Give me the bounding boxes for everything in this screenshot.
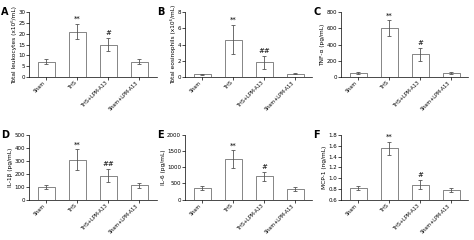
- Bar: [256, 176, 273, 200]
- Y-axis label: TNF-α (pg/mL): TNF-α (pg/mL): [320, 23, 325, 66]
- Text: A: A: [1, 7, 9, 17]
- Text: E: E: [157, 130, 164, 140]
- Bar: [131, 185, 148, 200]
- Bar: [287, 74, 304, 77]
- Text: C: C: [313, 7, 320, 17]
- Text: **: **: [386, 12, 392, 18]
- Bar: [38, 187, 55, 200]
- Bar: [69, 160, 86, 200]
- Bar: [100, 45, 117, 77]
- Text: ##: ##: [258, 48, 270, 54]
- Bar: [194, 188, 211, 200]
- Text: **: **: [74, 141, 81, 147]
- Y-axis label: MCP-1 (ng/mL): MCP-1 (ng/mL): [322, 146, 327, 189]
- Text: #: #: [106, 30, 111, 36]
- Text: F: F: [313, 130, 320, 140]
- Bar: [350, 73, 367, 77]
- Text: D: D: [1, 130, 9, 140]
- Bar: [225, 40, 242, 77]
- Y-axis label: Total eosinophils (x10⁶/mL): Total eosinophils (x10⁶/mL): [170, 5, 176, 84]
- Bar: [381, 28, 398, 77]
- Bar: [131, 62, 148, 77]
- Bar: [412, 185, 429, 232]
- Text: **: **: [230, 17, 237, 23]
- Text: #: #: [418, 172, 423, 178]
- Text: ##: ##: [102, 161, 114, 167]
- Bar: [287, 189, 304, 200]
- Text: **: **: [74, 16, 81, 22]
- Y-axis label: IL-6 (pg/mL): IL-6 (pg/mL): [161, 150, 166, 185]
- Text: B: B: [157, 7, 164, 17]
- Bar: [38, 62, 55, 77]
- Bar: [412, 54, 429, 77]
- Bar: [225, 159, 242, 200]
- Text: #: #: [262, 164, 267, 170]
- Bar: [350, 188, 367, 232]
- Bar: [381, 149, 398, 232]
- Bar: [69, 32, 86, 77]
- Text: #: #: [418, 40, 423, 46]
- Bar: [100, 176, 117, 200]
- Y-axis label: IL-1β (pg/mL): IL-1β (pg/mL): [8, 148, 13, 187]
- Bar: [256, 62, 273, 77]
- Text: **: **: [230, 142, 237, 148]
- Y-axis label: Total leukocytes (x10⁶/mL): Total leukocytes (x10⁶/mL): [11, 6, 17, 84]
- Bar: [194, 74, 211, 77]
- Bar: [443, 73, 460, 77]
- Bar: [443, 190, 460, 232]
- Text: **: **: [386, 134, 392, 140]
